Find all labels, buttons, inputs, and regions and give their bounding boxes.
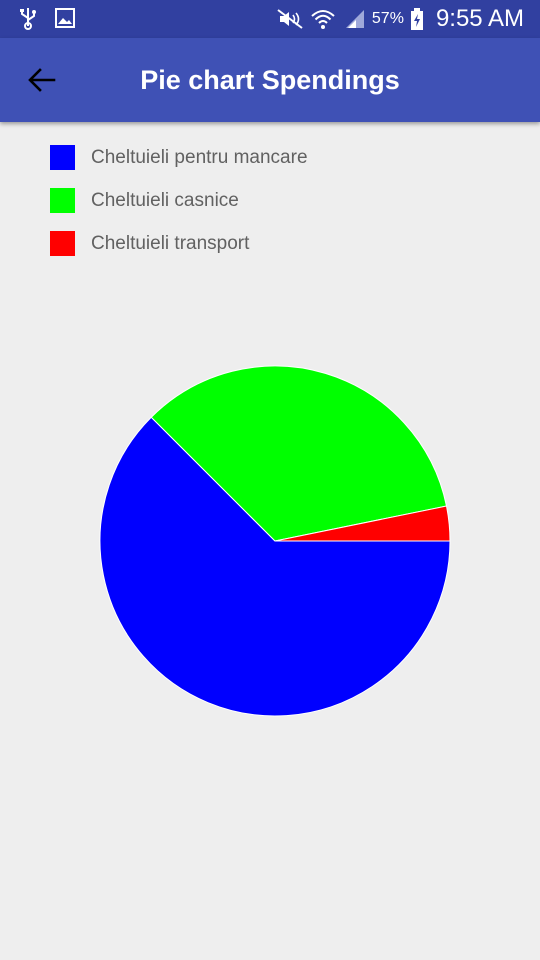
status-right-icons: 57% 9:55 AM — [276, 0, 524, 38]
back-button[interactable] — [24, 62, 60, 98]
usb-icon — [18, 6, 38, 30]
pie-chart — [0, 300, 540, 800]
legend-label: Cheltuieli casnice — [91, 190, 239, 212]
legend-swatch — [50, 188, 75, 213]
arrow-back-icon — [24, 62, 60, 98]
legend-item: Cheltuieli casnice — [50, 179, 308, 222]
chart-legend: Cheltuieli pentru mancare Cheltuieli cas… — [50, 136, 308, 265]
legend-swatch — [50, 145, 75, 170]
battery-percent: 57% — [372, 10, 404, 28]
signal-icon — [342, 8, 366, 30]
status-bar: 57% 9:55 AM — [0, 0, 540, 38]
legend-label: Cheltuieli transport — [91, 233, 249, 255]
battery-charging-icon — [410, 8, 424, 30]
app-bar: Pie chart Spendings — [0, 38, 540, 122]
wifi-icon — [310, 8, 336, 30]
legend-label: Cheltuieli pentru mancare — [91, 147, 308, 169]
status-clock: 9:55 AM — [436, 5, 524, 33]
gallery-icon — [54, 7, 76, 29]
legend-item: Cheltuieli pentru mancare — [50, 136, 308, 179]
status-left-icons — [18, 6, 76, 30]
legend-item: Cheltuieli transport — [50, 222, 308, 265]
mute-icon — [276, 8, 304, 30]
legend-swatch — [50, 231, 75, 256]
page-title: Pie chart Spendings — [0, 38, 540, 122]
